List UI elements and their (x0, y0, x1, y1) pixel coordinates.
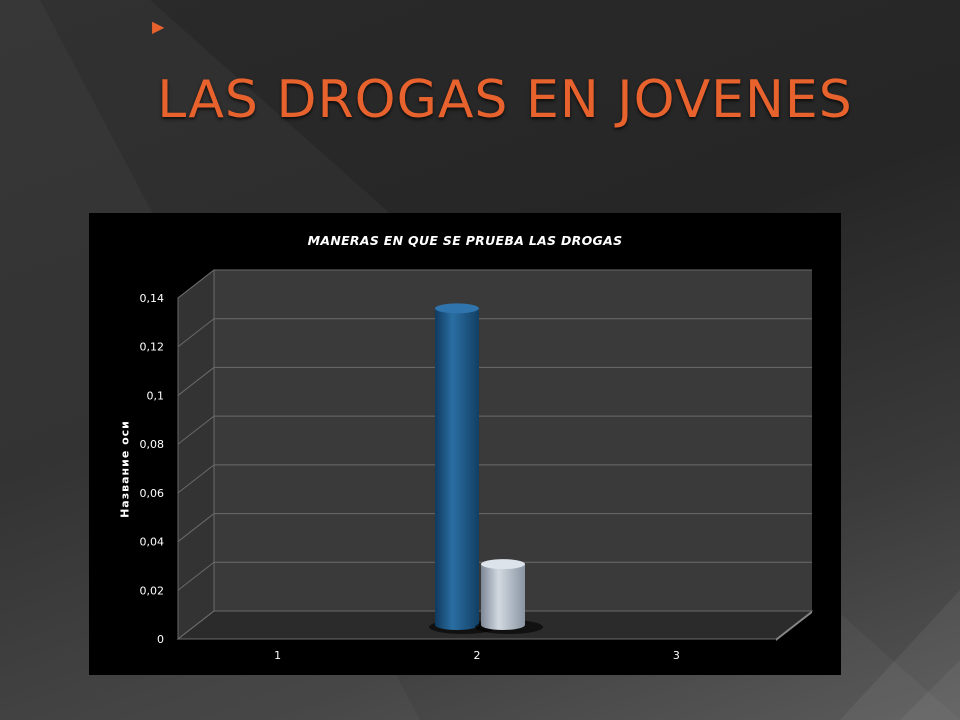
gridline-diagonal (177, 318, 215, 348)
gridline-diagonal (177, 415, 215, 445)
bar-chart: 0 0,02 0,04 0,06 0,08 0,1 0,12 0,14 1 2 3 (140, 268, 814, 662)
y-tick-label: 0 (157, 633, 164, 646)
y-axis-title-text: Название оси (118, 420, 132, 518)
gridline-diagonal (177, 269, 215, 299)
bar-cylinder-top (481, 559, 525, 570)
x-tick-label: 3 (673, 649, 680, 662)
plot-side-wall (177, 268, 215, 641)
y-tick-label: 0,12 (140, 341, 165, 354)
plot-back-wall (214, 270, 812, 611)
gridline-diagonal (177, 367, 215, 396)
bar-cylinder (481, 564, 525, 630)
x-tick-label: 1 (274, 649, 281, 662)
chart-container: 0 0,02 0,04 0,06 0,08 0,1 0,12 0,14 1 2 3 MANERAS … (89, 213, 841, 675)
y-tick-label: 0,02 (140, 584, 165, 597)
y-tick-label: 0,1 (147, 389, 165, 402)
floor-edge (776, 611, 812, 641)
gridline-diagonal (177, 610, 215, 640)
gridline-diagonal (177, 513, 215, 542)
bar-cylinder (435, 308, 479, 630)
y-tick-label: 0,08 (140, 438, 165, 451)
y-tick-label: 0,14 (140, 292, 165, 305)
bar-cylinder-top (435, 303, 479, 314)
gridline-diagonal (177, 561, 215, 591)
y-tick-label: 0,06 (140, 487, 165, 500)
x-tick-label: 2 (474, 649, 481, 662)
slide-title: LAS DROGAS EN JOVENES (157, 70, 853, 130)
bullet-arrow-icon: ▶ (152, 17, 165, 36)
chart-title: MANERAS EN QUE SE PRUEBA LAS DROGAS (307, 233, 623, 248)
y-tick-label: 0,04 (140, 536, 165, 549)
gridline-diagonal (177, 464, 215, 494)
